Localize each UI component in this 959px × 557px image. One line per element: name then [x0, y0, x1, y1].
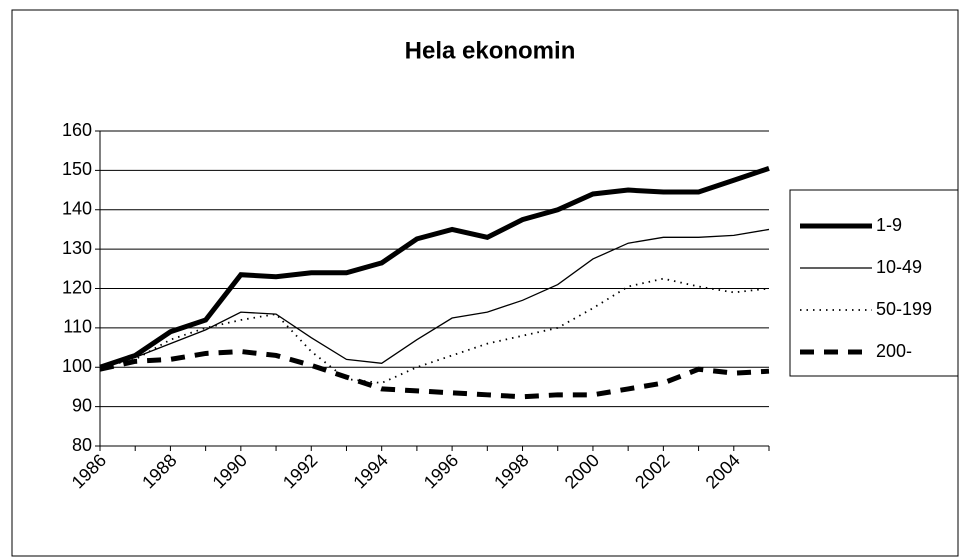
y-tick-label: 100: [62, 356, 92, 376]
y-tick-label: 120: [62, 277, 92, 297]
series-line: [99, 166, 770, 370]
series-line: [99, 228, 770, 368]
legend-box: [789, 189, 959, 377]
legend-label: 200-: [876, 341, 912, 361]
y-tick-label: 130: [62, 238, 92, 258]
y-tick-label: 90: [72, 395, 92, 415]
legend-label: 10-49: [876, 257, 922, 277]
y-tick-label: 140: [62, 199, 92, 219]
y-tick-label: 160: [62, 120, 92, 140]
y-tick-label: 80: [72, 435, 92, 455]
y-tick-label: 110: [63, 317, 92, 337]
y-tick-label: 150: [62, 159, 92, 179]
chart-title: Hela ekonomin: [405, 37, 576, 64]
legend-label: 1-9: [876, 215, 902, 235]
series-line: [99, 348, 770, 400]
legend-label: 50-199: [876, 299, 932, 319]
